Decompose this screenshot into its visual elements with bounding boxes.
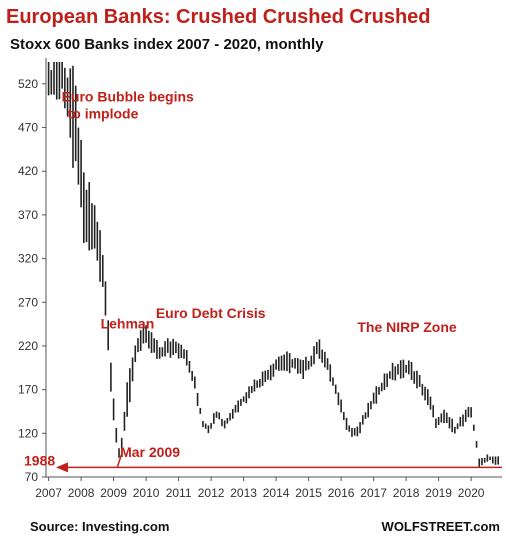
reference-label-1988: 1988 — [24, 452, 55, 468]
x-tick-label: 2018 — [393, 486, 420, 500]
x-tick-label: 2019 — [425, 486, 452, 500]
y-tick-label: 170 — [18, 383, 38, 397]
annotation-label: Lehman — [101, 315, 155, 331]
y-tick-label: 370 — [18, 208, 38, 222]
annotation-label: Euro Debt Crisis — [156, 305, 266, 321]
x-tick-label: 2015 — [295, 486, 322, 500]
annotation-label: Mar 2009 — [120, 444, 180, 460]
source-note: Source: Investing.com — [30, 519, 170, 534]
x-tick-label: 2009 — [100, 486, 127, 500]
x-tick-label: 2020 — [458, 486, 485, 500]
y-tick-label: 70 — [25, 470, 39, 484]
y-tick-label: 420 — [18, 164, 38, 178]
chart-title: European Banks: Crushed Crushed Crushed — [6, 6, 431, 28]
y-tick-label: 270 — [18, 295, 38, 309]
y-tick-label: 520 — [18, 77, 38, 91]
annotation-label: Euro Bubble begins — [62, 88, 194, 104]
y-tick-label: 470 — [18, 121, 38, 135]
x-tick-label: 2008 — [68, 486, 95, 500]
annotation-label: to implode — [68, 105, 139, 121]
x-tick-label: 2017 — [360, 486, 387, 500]
x-tick-label: 2010 — [133, 486, 160, 500]
x-tick-label: 2013 — [230, 486, 257, 500]
x-tick-label: 2014 — [263, 486, 290, 500]
reference-arrow-head — [56, 462, 68, 473]
y-tick-label: 320 — [18, 252, 38, 266]
mar-2009-pointer — [116, 452, 123, 467]
x-tick-label: 2016 — [328, 486, 355, 500]
annotation-label: The NIRP Zone — [357, 319, 457, 335]
x-tick-label: 2012 — [198, 486, 225, 500]
chart-subtitle: Stoxx 600 Banks index 2007 - 2020, month… — [10, 36, 324, 53]
brand-logo-text: WOLFSTREET.com — [381, 519, 500, 534]
x-tick-label: 2007 — [35, 486, 62, 500]
y-tick-label: 120 — [18, 426, 38, 440]
x-tick-label: 2011 — [166, 486, 192, 500]
y-tick-label: 220 — [18, 339, 38, 353]
